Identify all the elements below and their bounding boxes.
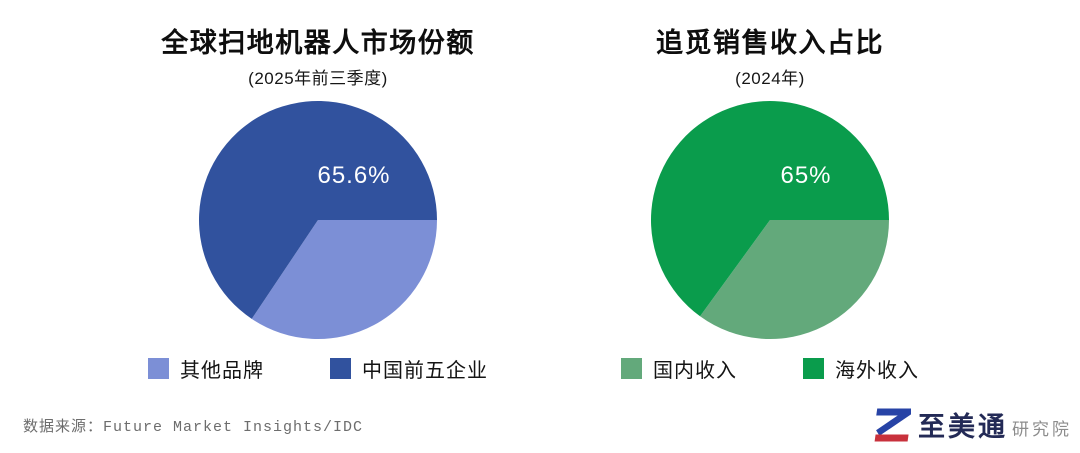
legend: 国内收入 海外收入: [500, 354, 1040, 383]
pie-slice-中国前五企业: [199, 101, 437, 319]
pie-svg: [651, 100, 889, 339]
legend-label: 其他品牌: [180, 360, 264, 382]
legend-swatch: [148, 358, 169, 379]
chart-title: 全球扫地机器人市场份额: [161, 28, 475, 58]
legend-item-china-top5: 中国前五企业: [330, 354, 488, 383]
pie-slice-其他品牌: [251, 220, 437, 340]
legend-item-domestic-revenue: 国内收入: [621, 354, 737, 383]
zhimeitong-logo: 至美通 研究院: [863, 403, 1072, 445]
legend: 其他品牌 中国前五企业: [48, 354, 588, 383]
legend-swatch: [330, 358, 351, 379]
pie-slice-海外收入: [651, 100, 889, 317]
chart-subtitle: (2024年): [735, 69, 805, 88]
legend-swatch: [803, 358, 824, 379]
legend-label: 国内收入: [653, 360, 737, 382]
pie-data-label: 65%: [780, 162, 832, 189]
pie-chart: 65%: [650, 100, 890, 340]
legend-label: 海外收入: [835, 360, 919, 382]
legend-swatch: [621, 358, 642, 379]
chart-dreame-revenue-share: 追觅销售收入占比 (2024年) 65% 国内收入 海外收入: [500, 0, 1040, 383]
logo-suffix: 研究院: [1012, 420, 1072, 439]
z-logo-icon: [874, 408, 911, 442]
chart-global-robot-vacuum-share: 全球扫地机器人市场份额 (2025年前三季度) 65.6% 其他品牌 中国前五企…: [48, 0, 588, 383]
pie-data-label: 65.6%: [317, 162, 391, 189]
chart-title: 追觅销售收入占比: [656, 28, 884, 58]
pie-slice-国内收入: [700, 220, 889, 339]
pie-svg: [199, 101, 437, 340]
pie-chart: 65.6%: [198, 100, 438, 340]
legend-item-other-brands: 其他品牌: [148, 354, 264, 383]
legend-label: 中国前五企业: [362, 360, 488, 382]
data-source-note: 数据来源：Future Market Insights/IDC: [23, 419, 364, 436]
logo-name: 至美通: [918, 411, 1008, 442]
chart-subtitle: (2025年前三季度): [248, 69, 388, 88]
legend-item-overseas-revenue: 海外收入: [803, 354, 919, 383]
